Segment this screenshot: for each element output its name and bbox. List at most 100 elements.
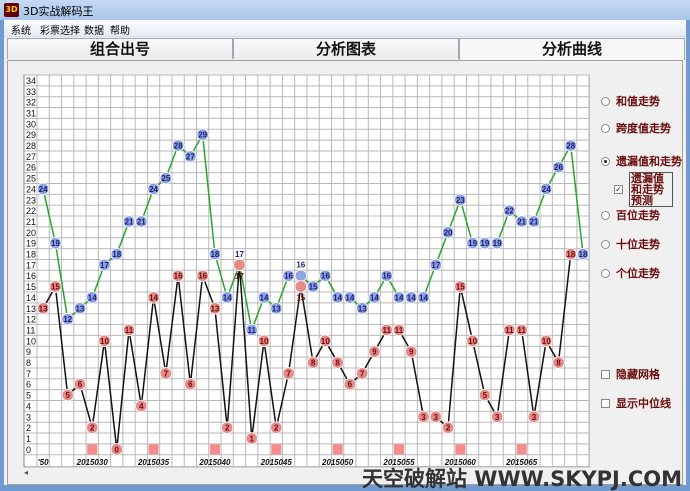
y-tick-label: 9 <box>26 347 31 357</box>
data-label: 9 <box>372 348 377 357</box>
data-point <box>331 356 344 369</box>
data-point <box>98 334 111 348</box>
tab-combination[interactable]: 组合出号 <box>7 38 233 59</box>
data-label: 24 <box>149 185 158 194</box>
data-point <box>564 247 577 261</box>
radio-omission-trend[interactable]: 遗漏值和走势 <box>601 153 682 169</box>
y-tick-label: 12 <box>26 315 36 325</box>
radio-button[interactable] <box>601 268 610 278</box>
menu-data[interactable]: 数据 <box>84 26 104 37</box>
data-point <box>306 280 320 293</box>
y-tick-label: 15 <box>26 282 36 292</box>
data-label: 5 <box>483 391 488 400</box>
data-label: 18 <box>579 250 588 259</box>
data-point <box>98 258 111 272</box>
data-point <box>454 280 467 293</box>
radio-button[interactable] <box>601 123 610 133</box>
data-label: 16 <box>296 261 305 270</box>
data-point <box>417 291 430 304</box>
data-point <box>515 323 528 337</box>
data-label: 21 <box>517 217 526 226</box>
checkbox-show-median[interactable]: 显示中位线 <box>601 395 671 411</box>
radio-button[interactable] <box>601 156 610 166</box>
y-tick-label: 8 <box>26 358 31 368</box>
data-label: 19 <box>51 239 60 248</box>
menu-help[interactable]: 帮助 <box>110 26 130 37</box>
data-label: 11 <box>395 326 404 335</box>
data-point <box>380 269 393 282</box>
radio-label: 遗漏值和走势 <box>616 155 682 168</box>
data-point <box>319 269 332 282</box>
y-tick-label: 7 <box>26 369 31 379</box>
data-point <box>270 302 283 315</box>
data-point <box>196 128 209 141</box>
data-label: 14 <box>260 293 269 302</box>
data-point <box>331 291 344 304</box>
data-point <box>343 378 357 391</box>
y-tick-label: 11 <box>26 325 35 335</box>
data-point <box>405 291 418 304</box>
data-label: 6 <box>188 380 193 389</box>
data-label: 17 <box>100 261 109 270</box>
data-label: 18 <box>566 250 575 259</box>
data-label: 17 <box>235 250 244 259</box>
data-label: 11 <box>505 326 514 335</box>
radio-units-trend[interactable]: 个位走势 <box>601 265 660 281</box>
radio-sum-trend[interactable]: 和值走势 <box>601 93 660 109</box>
data-point <box>319 334 332 348</box>
data-point <box>405 345 418 358</box>
tab-analysis-curve[interactable]: 分析曲线 <box>459 38 685 60</box>
radio-tens-trend[interactable]: 十位走势 <box>601 236 660 252</box>
checkbox-hide-grid[interactable]: 隐藏网格 <box>601 366 660 382</box>
checkbox[interactable] <box>601 369 610 379</box>
menu-bar: 系统 彩票选择 数据 帮助 <box>4 20 686 37</box>
checkbox[interactable]: ✓ <box>614 185 623 194</box>
data-point <box>392 323 406 337</box>
data-label: 1 <box>249 434 254 443</box>
data-point <box>478 236 492 250</box>
data-label: 18 <box>210 250 219 259</box>
radio-button[interactable] <box>601 239 610 249</box>
data-point <box>466 334 479 348</box>
data-label: 24 <box>542 185 551 194</box>
y-tick-label: 34 <box>26 76 36 86</box>
y-tick-label: 0 <box>26 445 31 455</box>
radio-span-trend[interactable]: 跨度值走势 <box>601 120 671 136</box>
data-point <box>233 258 246 272</box>
checkbox[interactable] <box>601 398 610 408</box>
menu-lottery-select[interactable]: 彩票选择 <box>40 26 80 37</box>
tab-analysis-table[interactable]: 分析图表 <box>233 38 459 59</box>
y-tick-label: 4 <box>26 401 31 411</box>
data-point <box>49 280 62 293</box>
menu-system[interactable]: 系统 <box>11 26 31 37</box>
scroll-left-arrow[interactable]: ◂ <box>24 468 29 477</box>
x-tick-label: 2015045 <box>260 458 293 467</box>
watermark: 天空破解站 WWW.SKYPJ.COM <box>362 467 683 491</box>
data-label: 3 <box>421 413 426 422</box>
data-point <box>380 323 393 337</box>
y-tick-label: 10 <box>26 336 36 346</box>
data-label: 19 <box>480 239 489 248</box>
data-label: 2 <box>274 424 279 433</box>
series-line <box>42 253 572 450</box>
data-label: 14 <box>333 293 342 302</box>
radio-button[interactable] <box>601 96 610 106</box>
y-tick-label: 22 <box>26 206 36 216</box>
y-tick-label: 14 <box>26 293 36 303</box>
data-point <box>306 356 320 369</box>
y-tick-label: 32 <box>26 98 36 108</box>
data-label: 26 <box>554 163 563 172</box>
x-tick-label: 2015030 <box>76 458 109 467</box>
data-point <box>159 171 173 185</box>
data-label: 2 <box>225 424 230 433</box>
data-point <box>61 388 74 402</box>
y-tick-label: 23 <box>26 195 36 205</box>
radio-hundreds-trend[interactable]: 百位走势 <box>601 207 660 223</box>
data-point <box>86 291 99 304</box>
y-tick-label: 28 <box>26 141 36 151</box>
x-tick-label: 2015035 <box>137 458 170 467</box>
data-point <box>527 215 541 228</box>
radio-button[interactable] <box>601 210 610 220</box>
checkbox-predict[interactable]: ✓ 遗漏值和走势预测 <box>614 172 673 207</box>
data-point <box>110 247 123 261</box>
